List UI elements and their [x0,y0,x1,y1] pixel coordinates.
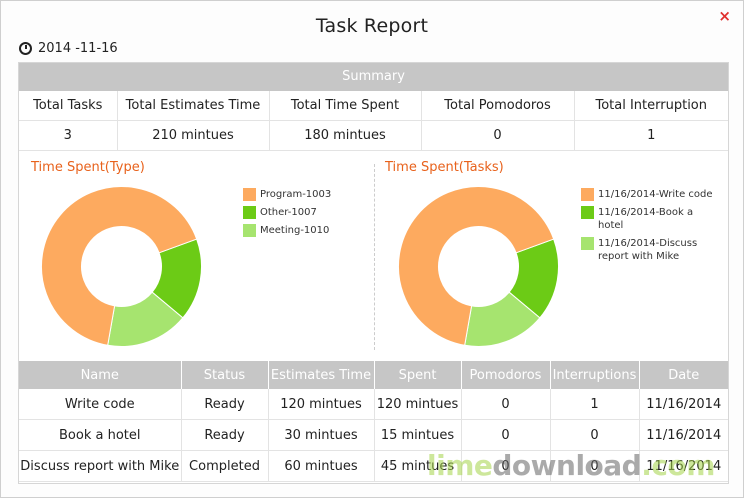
legend-label: 11/16/2014-Discuss report with Mike [598,238,698,262]
legend-swatch-light-green [243,224,256,237]
cell-pomodoros: 0 [461,419,551,451]
cell-date: 11/16/2014 [639,450,728,482]
cell-interruptions: 0 [550,419,640,451]
legend-item: 11/16/2014-Book a hotel [581,206,721,232]
legend-swatch-orange [581,188,594,201]
cell-status: Ready [181,419,269,451]
legend-item: Other-1007 [243,206,331,219]
summary-col-total-estimates: Total Estimates Time [116,91,270,121]
cell-name: Book a hotel [19,419,182,451]
col-pomodoros[interactable]: Pomodoros [461,361,551,389]
col-spent[interactable]: Spent [374,361,462,389]
chart-divider [374,164,375,350]
watermark-part3: .com [641,449,715,482]
chart-type-donut [41,186,202,347]
tasks-header-row: Name Status Estimates Time Spent Pomodor… [19,361,728,389]
summary-val-total-interruption: 1 [573,120,728,151]
legend-swatch-green [243,206,256,219]
table-row[interactable]: Write code Ready 120 mintues 120 mintues… [19,389,728,420]
legend-label: 11/16/2014-Book a hotel [598,207,694,231]
slice-orange [398,186,555,346]
cell-pomodoros: 0 [461,450,551,482]
legend-label: Meeting-1010 [260,225,330,236]
summary-header: Summary [19,63,728,91]
chart-tasks-legend: 11/16/2014-Write code 11/16/2014-Book a … [581,188,721,268]
table-row[interactable]: Discuss report with Mike Completed 60 mi… [19,450,728,482]
clock-icon [19,42,32,55]
cell-status: Completed [181,450,269,482]
cell-spent: 15 mintues [374,419,462,451]
col-interruptions[interactable]: Interruptions [550,361,640,389]
close-icon[interactable]: × [718,7,731,25]
summary-col-total-spent: Total Time Spent [268,91,422,121]
cell-estimates: 30 mintues [268,419,375,451]
summary-value-row: 3 210 mintues 180 mintues 0 1 [19,120,728,151]
summary-val-total-estimates: 210 mintues [116,120,270,151]
report-panel: Summary Total Tasks Total Estimates Time… [18,62,729,484]
slice-orange [41,186,198,346]
col-estimates-time[interactable]: Estimates Time [268,361,375,389]
cell-estimates: 60 mintues [268,450,375,482]
cell-spent: 45 mintues [374,450,462,482]
summary-val-total-spent: 180 mintues [268,120,422,151]
chart-type-title: Time Spent(Type) [31,160,145,175]
legend-swatch-green [581,206,594,219]
cell-spent: 120 mintues [374,389,462,420]
legend-swatch-orange [243,188,256,201]
legend-item: Meeting-1010 [243,224,331,237]
col-status[interactable]: Status [181,361,269,389]
table-row[interactable]: Book a hotel Ready 30 mintues 15 mintues… [19,419,728,451]
watermark-logo: limedownload.com [427,449,715,482]
cell-date: 11/16/2014 [639,419,728,451]
window-title: Task Report [315,15,429,37]
legend-item: 11/16/2014-Write code [581,188,721,201]
legend-item: Program-1003 [243,188,331,201]
summary-val-total-tasks: 3 [19,120,118,151]
legend-label: 11/16/2014-Write code [598,189,713,200]
summary-table: Total Tasks Total Estimates Time Total T… [19,91,728,151]
cell-pomodoros: 0 [461,389,551,420]
cell-estimates: 120 mintues [268,389,375,420]
watermark-part2: download [492,449,642,482]
col-name[interactable]: Name [19,361,182,389]
cell-name: Discuss report with Mike [19,450,182,482]
cell-name: Write code [19,389,182,420]
cell-interruptions: 1 [550,389,640,420]
summary-header-row: Total Tasks Total Estimates Time Total T… [19,91,728,121]
report-date-text: 2014 -11-16 [38,41,118,56]
summary-val-total-pomodoros: 0 [420,120,575,151]
chart-type-legend: Program-1003 Other-1007 Meeting-1010 [243,188,331,242]
cell-interruptions: 0 [550,450,640,482]
legend-swatch-light-green [581,237,594,250]
report-date: 2014 -11-16 [19,41,118,56]
legend-label: Program-1003 [260,189,332,200]
chart-tasks-donut [398,186,559,347]
charts-area: Time Spent(Type) Program-1003 Other-1007… [19,154,728,362]
legend-label: Other-1007 [260,207,317,218]
col-date[interactable]: Date [639,361,728,389]
legend-item: 11/16/2014-Discuss report with Mike [581,237,721,263]
watermark-part1: lime [427,449,493,482]
cell-status: Ready [181,389,269,420]
tasks-table: Name Status Estimates Time Spent Pomodor… [19,361,728,482]
chart-tasks-title: Time Spent(Tasks) [385,160,504,175]
summary-col-total-pomodoros: Total Pomodoros [420,91,575,121]
cell-date: 11/16/2014 [639,389,728,420]
summary-col-total-tasks: Total Tasks [19,91,118,121]
summary-col-total-interruption: Total Interruption [573,91,728,121]
